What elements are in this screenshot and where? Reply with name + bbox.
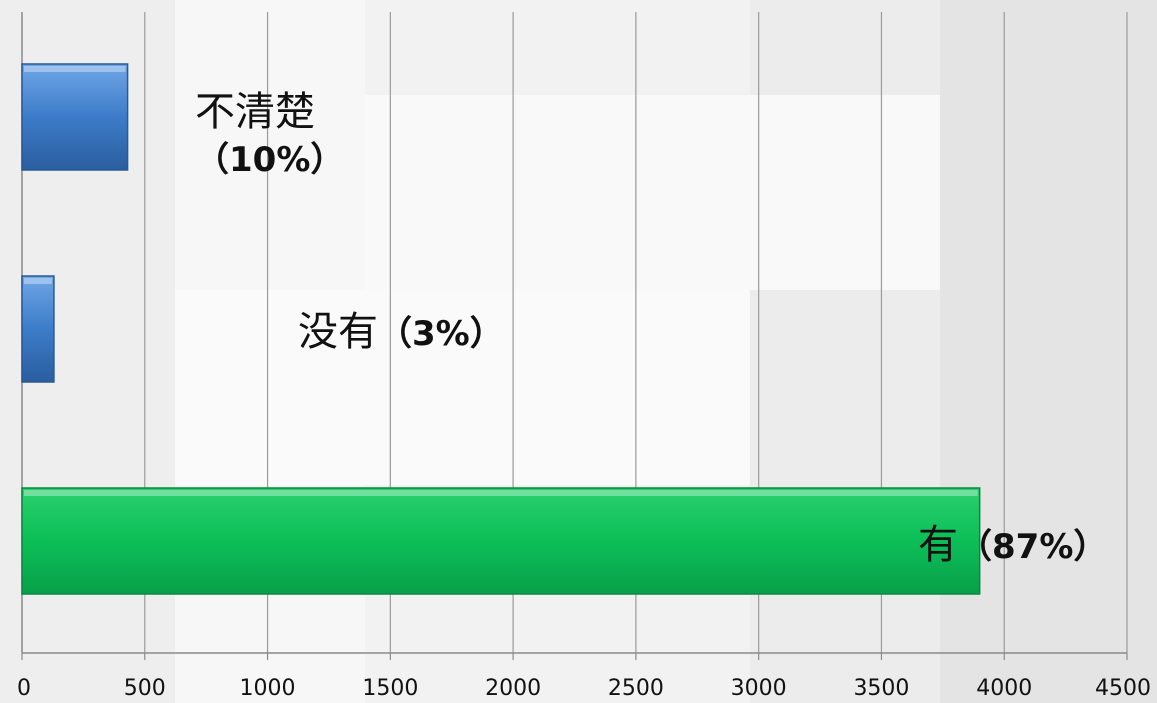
bar-highlight (24, 66, 126, 72)
x-tick-label: 1500 (362, 676, 419, 701)
bar (21, 487, 981, 595)
x-tick-label: 3500 (853, 676, 910, 701)
x-tick-label: 500 (123, 676, 166, 701)
data-label: 没有（3%） (298, 306, 504, 358)
x-tick-label: 3000 (730, 676, 787, 701)
bar-highlight (24, 490, 978, 496)
data-label-name: 有 (918, 522, 958, 568)
bar-highlight (24, 278, 52, 284)
data-label-name: 没有 (298, 309, 378, 355)
bar (21, 63, 129, 171)
data-label-name: 不清楚 (195, 89, 315, 135)
x-tick-label: 2500 (607, 676, 664, 701)
data-label-percent: （3%） (378, 314, 504, 354)
x-tick-label: 2000 (485, 676, 542, 701)
data-label: 不清楚 （10%） (195, 86, 344, 182)
bar (21, 275, 55, 383)
x-tick-label: 4000 (976, 676, 1033, 701)
x-tick-label: 4500 (1095, 676, 1151, 701)
data-label: 有（87%） (918, 519, 1107, 571)
background-tile (175, 290, 750, 485)
x-tick-label: 1000 (239, 676, 296, 701)
data-label-percent: （87%） (958, 527, 1108, 567)
x-tick-label: 0 (17, 676, 31, 701)
data-label-percent: （10%） (195, 140, 345, 180)
background-tile (365, 95, 940, 290)
